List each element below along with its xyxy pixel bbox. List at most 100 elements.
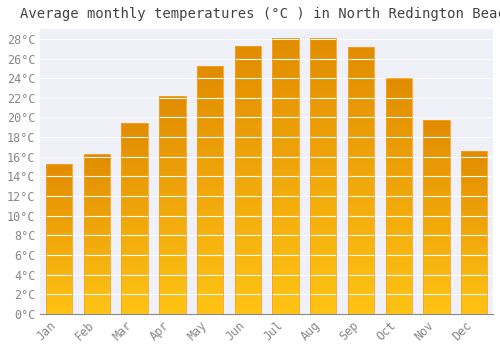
Bar (461, 156, 487, 158)
Bar (122, 245, 148, 247)
Bar (348, 229, 374, 231)
Bar (122, 131, 148, 133)
Bar (84, 175, 110, 176)
Bar (197, 66, 224, 69)
Bar (424, 155, 450, 157)
Bar (310, 71, 336, 74)
Bar (386, 196, 412, 198)
Bar (122, 219, 148, 220)
Bar (386, 246, 412, 248)
Bar (197, 66, 224, 314)
Bar (310, 300, 336, 303)
Bar (424, 246, 450, 248)
Bar (46, 261, 72, 263)
Bar (348, 119, 374, 121)
Bar (461, 172, 487, 174)
Bar (310, 242, 336, 245)
Bar (234, 198, 261, 201)
Bar (197, 121, 224, 123)
Bar (348, 191, 374, 194)
Bar (461, 164, 487, 166)
Bar (84, 203, 110, 205)
Bar (272, 85, 299, 88)
Bar (197, 242, 224, 245)
Bar (461, 198, 487, 200)
Bar (234, 260, 261, 263)
Bar (272, 134, 299, 137)
Bar (386, 236, 412, 238)
Bar (310, 118, 336, 121)
Bar (46, 228, 72, 230)
Bar (159, 133, 186, 135)
Bar (424, 267, 450, 270)
Bar (122, 217, 148, 219)
Bar (424, 140, 450, 142)
Bar (272, 38, 299, 314)
Bar (84, 192, 110, 194)
Bar (46, 273, 72, 275)
Bar (461, 309, 487, 311)
Bar (46, 311, 72, 313)
Bar (386, 260, 412, 262)
Bar (84, 183, 110, 184)
Bar (159, 214, 186, 216)
Bar (122, 123, 148, 314)
Bar (461, 210, 487, 211)
Bar (461, 276, 487, 278)
Bar (197, 307, 224, 309)
Bar (310, 107, 336, 110)
Bar (46, 306, 72, 308)
Bar (159, 277, 186, 279)
Bar (424, 124, 450, 126)
Bar (310, 63, 336, 65)
Bar (84, 293, 110, 295)
Bar (310, 178, 336, 181)
Bar (310, 60, 336, 63)
Bar (46, 303, 72, 305)
Bar (272, 281, 299, 284)
Bar (310, 110, 336, 112)
Bar (159, 253, 186, 255)
Bar (84, 266, 110, 267)
Bar (310, 43, 336, 46)
Bar (461, 218, 487, 219)
Bar (272, 203, 299, 206)
Bar (310, 195, 336, 198)
Bar (159, 107, 186, 109)
Bar (272, 292, 299, 295)
Bar (272, 284, 299, 286)
Bar (234, 94, 261, 97)
Bar (310, 250, 336, 253)
Bar (197, 188, 224, 190)
Bar (386, 168, 412, 170)
Bar (159, 122, 186, 124)
Bar (84, 224, 110, 226)
Bar (272, 308, 299, 311)
Bar (310, 140, 336, 143)
Bar (461, 291, 487, 293)
Bar (46, 188, 72, 189)
Bar (197, 294, 224, 296)
Bar (424, 287, 450, 289)
Bar (46, 284, 72, 285)
Bar (84, 191, 110, 192)
Bar (84, 176, 110, 178)
Bar (84, 292, 110, 293)
Bar (272, 245, 299, 248)
Bar (46, 269, 72, 270)
Bar (348, 138, 374, 140)
Bar (348, 231, 374, 234)
Bar (424, 144, 450, 146)
Bar (122, 268, 148, 270)
Bar (122, 137, 148, 139)
Bar (84, 162, 110, 163)
Bar (424, 209, 450, 211)
Bar (386, 88, 412, 90)
Bar (386, 166, 412, 168)
Bar (84, 228, 110, 229)
Bar (348, 268, 374, 271)
Bar (46, 309, 72, 311)
Bar (122, 281, 148, 284)
Bar (197, 81, 224, 84)
Bar (84, 215, 110, 216)
